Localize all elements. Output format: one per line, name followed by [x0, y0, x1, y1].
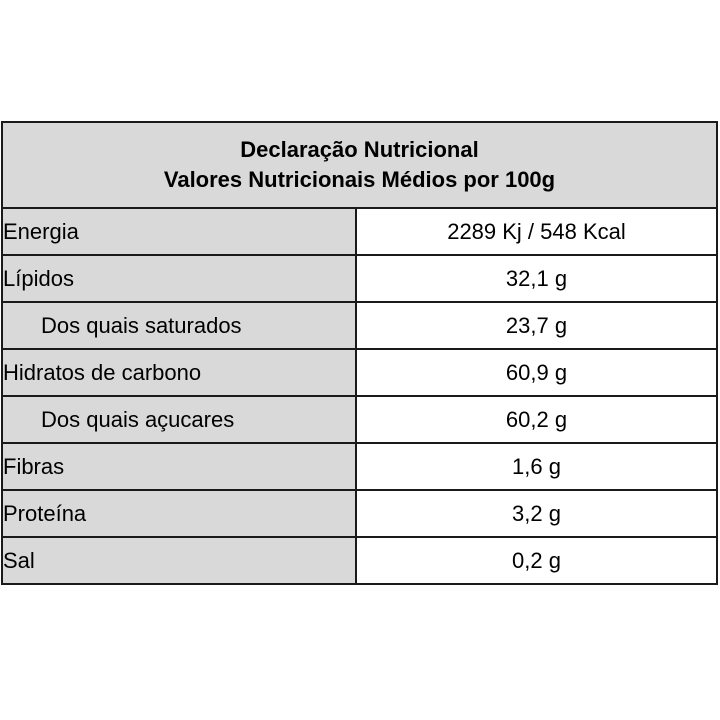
table-header-row: Declaração Nutricional Valores Nutricion… [1, 121, 718, 209]
nutrient-label: Proteína [1, 489, 357, 538]
nutrient-value: 1,6 g [355, 442, 718, 491]
nutrient-value: 3,2 g [355, 489, 718, 538]
nutrient-value: 60,2 g [355, 395, 718, 444]
nutrient-label: Hidratos de carbono [1, 348, 357, 397]
table-subtitle: Valores Nutricionais Médios por 100g [163, 167, 556, 192]
nutrient-value: 2289 Kj / 548 Kcal [355, 207, 718, 256]
nutrient-label: Energia [1, 207, 357, 256]
nutrition-table: Declaração Nutricional Valores Nutricion… [1, 121, 718, 585]
table-row-fibras: Fibras 1,6 g [1, 442, 718, 491]
nutrient-label: Lípidos [1, 254, 357, 303]
table-header: Declaração Nutricional Valores Nutricion… [1, 121, 718, 209]
table-row-saturados: Dos quais saturados 23,7 g [1, 301, 718, 350]
nutrient-label: Sal [1, 536, 357, 585]
nutrient-sublabel: Dos quais açucares [1, 395, 357, 444]
table-row-acucares: Dos quais açucares 60,2 g [1, 395, 718, 444]
table-row-energia: Energia 2289 Kj / 548 Kcal [1, 207, 718, 256]
table-title: Declaração Nutricional [240, 137, 479, 162]
nutrient-value: 32,1 g [355, 254, 718, 303]
table-row-lipidos: Lípidos 32,1 g [1, 254, 718, 303]
nutrient-label: Fibras [1, 442, 357, 491]
table-row-hidratos: Hidratos de carbono 60,9 g [1, 348, 718, 397]
nutrient-value: 0,2 g [355, 536, 718, 585]
table-row-proteina: Proteína 3,2 g [1, 489, 718, 538]
nutrient-sublabel: Dos quais saturados [1, 301, 357, 350]
nutrient-value: 23,7 g [355, 301, 718, 350]
nutrient-value: 60,9 g [355, 348, 718, 397]
table-row-sal: Sal 0,2 g [1, 536, 718, 585]
